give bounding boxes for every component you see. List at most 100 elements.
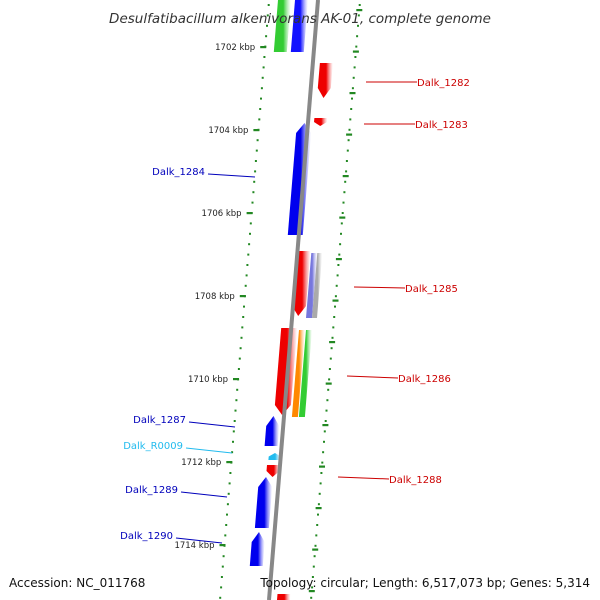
guide-dot (354, 56, 357, 58)
guide-dot (344, 180, 347, 183)
guide-dot (355, 45, 358, 48)
guide-dot (334, 305, 336, 308)
gene-arrow-dalk-1282 (317, 63, 333, 98)
guide-dot (328, 368, 331, 370)
guide-dot (342, 201, 345, 204)
guide-dot (263, 56, 266, 58)
feature-blue-top (290, 0, 308, 52)
guide-dot (225, 524, 228, 526)
guide-dot (253, 180, 256, 183)
guide-dot (232, 440, 234, 443)
feature-green (298, 330, 312, 417)
gene-label-dalk-1283[interactable]: Dalk_1283 (415, 120, 468, 131)
guide-dot (254, 170, 257, 173)
guide-dot (339, 243, 342, 246)
guide-dot (228, 482, 231, 485)
guide-dot (321, 461, 324, 464)
gene-arrow-dalk-r0009 (268, 453, 281, 460)
label-leader-dalk-1286 (346, 375, 399, 379)
guide-dot (353, 66, 356, 69)
minor-tick (349, 92, 356, 95)
guide-dot (323, 430, 326, 433)
guide-dot (335, 284, 338, 287)
gene-label-dalk-1289[interactable]: Dalk_1289 (125, 485, 178, 496)
feature-tracks (249, 0, 333, 600)
guide-dot (259, 108, 262, 110)
gene-arrow-dalk-1288 (266, 465, 280, 477)
guide-dot (265, 35, 268, 38)
guide-dot (236, 388, 239, 391)
guide-dot (313, 555, 316, 558)
guide-dot (358, 4, 361, 6)
guide-dot (220, 586, 223, 589)
minor-tick (308, 590, 315, 593)
guide-dot (219, 596, 222, 599)
gene-label-dalk-1290[interactable]: Dalk_1290 (120, 531, 173, 542)
feature-red-bottom (277, 594, 291, 600)
guide-dot (222, 555, 225, 558)
gene-label-dalk-r0009[interactable]: Dalk_R0009 (123, 441, 183, 452)
guide-dot (326, 399, 329, 402)
kbp-tick (219, 544, 226, 547)
gene-arrow-dalk-1283 (314, 118, 328, 126)
topology-text: Topology: circular; Length: 6,517,073 bp… (259, 576, 590, 590)
guide-dot (310, 596, 313, 599)
guide-dot (234, 409, 237, 412)
guide-dot (262, 66, 265, 69)
guide-dot (343, 191, 346, 194)
guide-dot (314, 544, 317, 547)
gene-label-dalk-1288[interactable]: Dalk_1288 (389, 475, 442, 486)
guide-dot (338, 253, 341, 256)
feature-lavender (306, 253, 318, 318)
guide-dot (235, 399, 238, 402)
guide-dot (226, 503, 229, 506)
label-leader-dalk-1290 (175, 537, 223, 544)
gene-label-dalk-1287[interactable]: Dalk_1287 (133, 415, 186, 426)
guide-dot (334, 295, 337, 298)
guide-dot (233, 420, 236, 422)
guide-dot (336, 274, 339, 277)
guide-dot (254, 160, 257, 162)
feature-green-top (273, 0, 291, 52)
guide-dot (311, 576, 314, 578)
guide-dot (256, 139, 259, 142)
guide-dot (341, 212, 344, 214)
guide-dot (241, 326, 244, 329)
minor-tick (315, 507, 322, 510)
guide-dot (319, 482, 322, 485)
guide-dot (261, 76, 264, 79)
guide-dot (266, 14, 269, 17)
guide-dot (238, 357, 241, 360)
label-leader-dalk-1284 (207, 173, 256, 178)
guide-dot (340, 222, 343, 225)
gene-label-dalk-1284[interactable]: Dalk_1284 (152, 167, 205, 178)
guide-dot (227, 492, 230, 495)
guide-dot (258, 118, 261, 121)
minor-tick (339, 216, 346, 219)
guide-dot (312, 565, 315, 568)
guide-dot (337, 264, 340, 266)
minor-tick (335, 258, 342, 261)
guide-dot (242, 316, 245, 318)
kbp-tick (253, 129, 260, 132)
guide-dot (224, 534, 227, 537)
guide-dot (220, 576, 223, 578)
guide-dot (260, 97, 262, 100)
feature-orange (291, 330, 305, 417)
guide-dot (349, 118, 352, 121)
kbp-tick (233, 378, 239, 381)
guide-dot (333, 316, 336, 318)
gene-label-dalk-1282[interactable]: Dalk_1282 (417, 78, 470, 89)
guide-dot (346, 149, 349, 152)
minor-tick (322, 424, 329, 427)
guide-dot (267, 4, 270, 6)
guide-dot (329, 357, 332, 360)
accession-text: Accession: NC_011768 (9, 576, 145, 590)
minor-tick (356, 9, 363, 12)
guide-dot (229, 472, 232, 474)
label-leader-dalk-r0009 (185, 447, 233, 454)
guide-dot (332, 326, 335, 329)
guide-dot (331, 336, 334, 339)
gene-label-dalk-1286[interactable]: Dalk_1286 (398, 374, 451, 385)
gene-label-dalk-1285[interactable]: Dalk_1285 (405, 284, 458, 295)
